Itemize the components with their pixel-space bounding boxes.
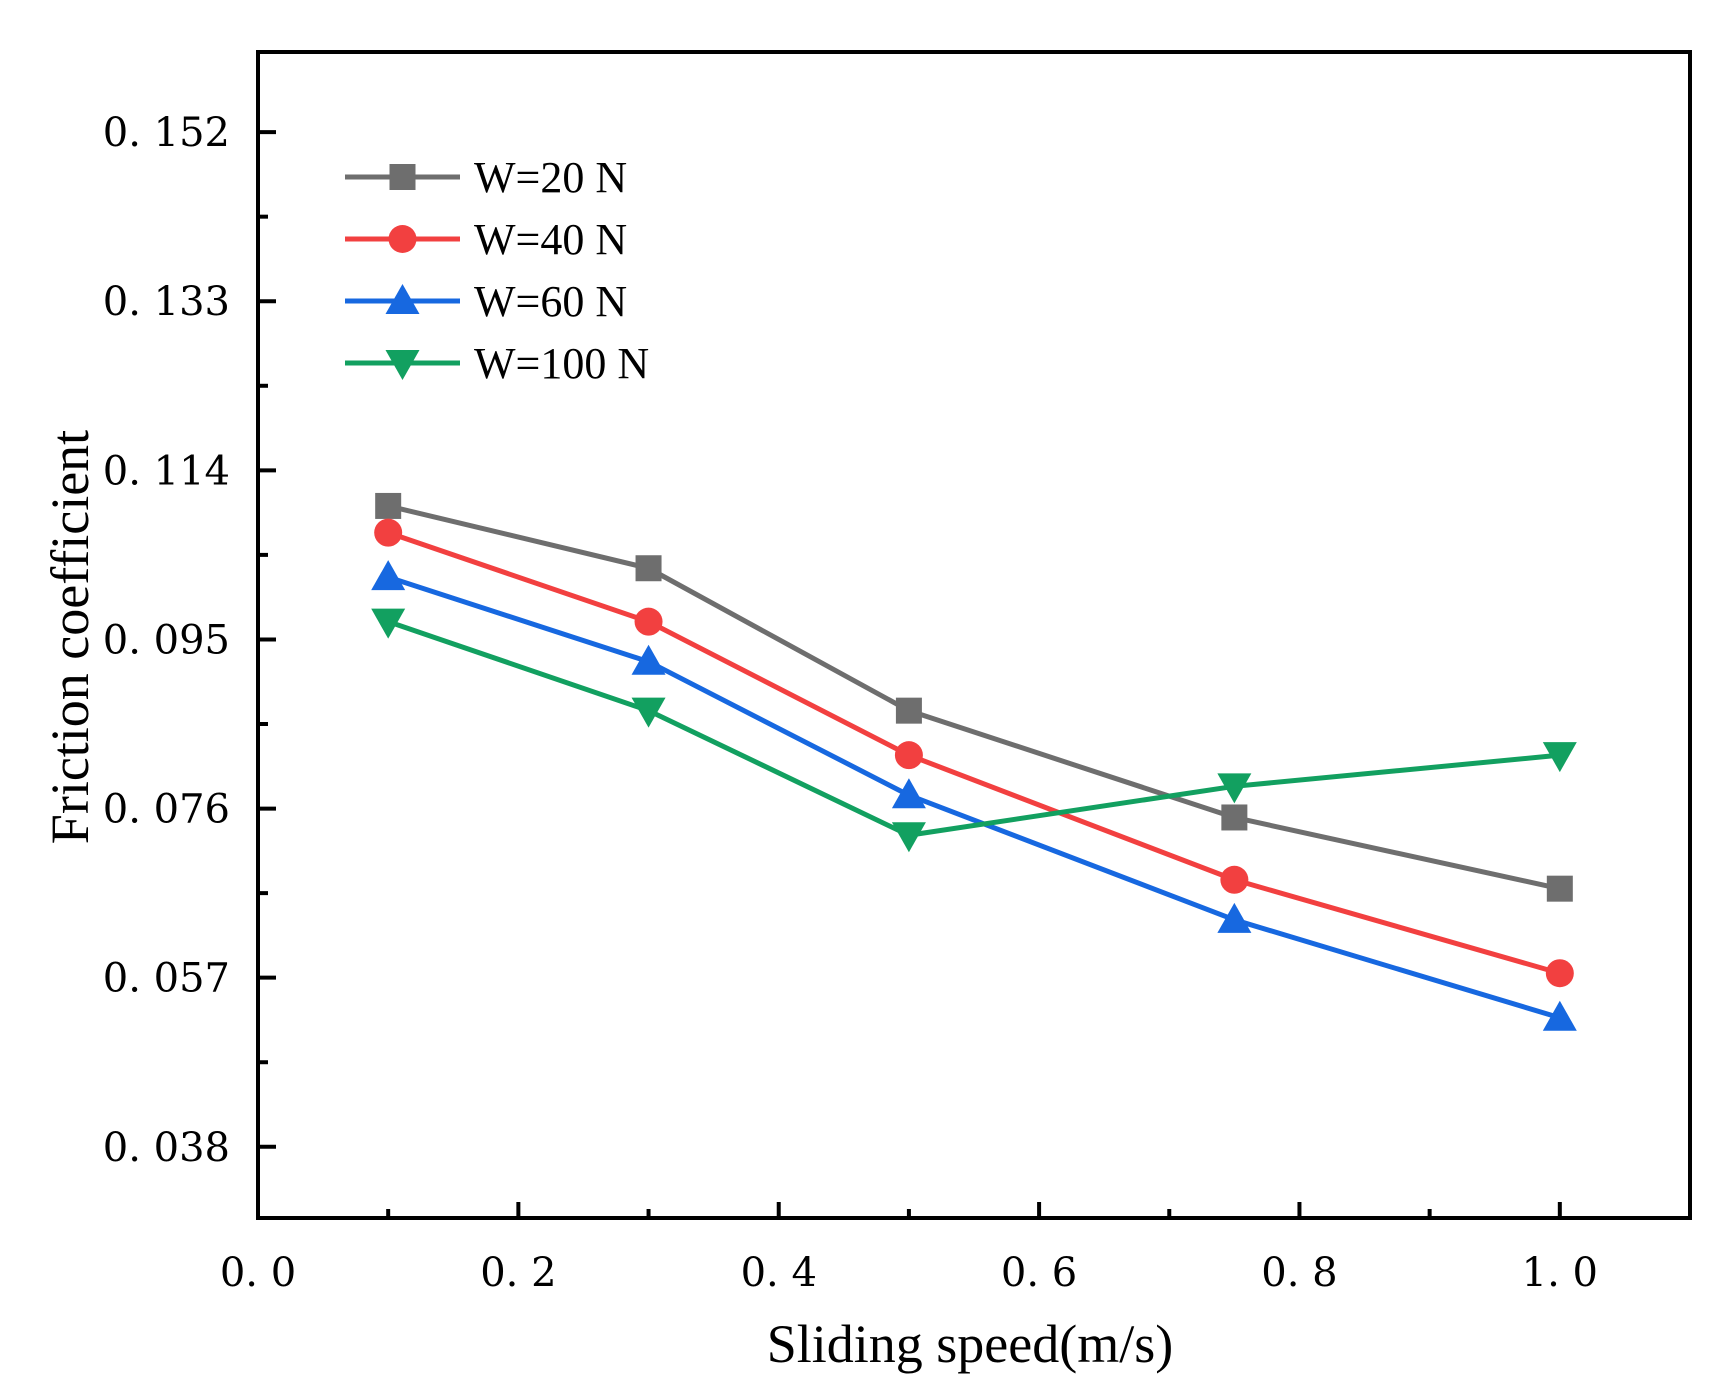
series-line [387,503,1561,892]
series-line [387,619,1561,838]
legend-marker [385,350,420,380]
y-tick-label: 0. 133 [103,279,230,325]
legend-marker [385,284,420,314]
x-tick-label: 1. 0 [1522,1250,1598,1296]
data-point [631,644,666,675]
legend-label: W=40 N [474,215,627,264]
series-2 [374,518,1574,988]
data-point [1546,875,1573,902]
data-point [1542,1000,1577,1031]
legend-entry: W=100 N [345,339,649,388]
data-point [1220,865,1249,894]
data-point [894,741,923,770]
data-point [374,518,403,547]
data-point [1545,959,1574,988]
data-point [891,822,926,853]
x-tick-label: 0. 8 [1261,1250,1337,1296]
legend-label: W=20 N [474,153,627,202]
series-layer [371,492,1577,1031]
data-point [371,608,406,639]
legend-marker [388,225,417,253]
x-axis: 0. 0 0. 2 0. 4 0. 6 0. 8 1. 0 [220,1202,1598,1296]
y-axis-label: Friction coefficient [40,430,100,844]
y-axis: 0. 038 0. 057 0. 076 0. 095 0. 114 0. 133 0. 1… [103,110,276,1171]
series-line [387,574,1561,1021]
legend-entry: W=60 N [345,277,627,326]
data-point [891,778,926,809]
x-tick-label: 0. 2 [480,1250,556,1296]
series-3 [371,560,1577,1031]
y-tick-label: 0. 114 [103,448,230,494]
legend-marker [389,164,416,190]
legend-label: W=100 N [474,339,649,388]
y-tick-label: 0. 152 [103,110,230,156]
y-tick-label: 0. 095 [103,617,230,663]
y-tick-label: 0. 038 [103,1125,230,1171]
data-point [631,697,666,728]
plot-area [256,50,1692,1220]
data-point [634,607,663,636]
data-point [371,560,406,591]
x-axis-label: Sliding speed(m/s) [767,1314,1173,1374]
data-point [895,697,922,724]
y-tick-label: 0. 057 [103,956,230,1002]
legend-entry: W=20 N [345,153,627,202]
data-point [635,555,662,582]
data-point [375,492,402,519]
x-tick-label: 0. 0 [220,1250,296,1296]
plot-frame [256,50,1692,1220]
x-tick-label: 0. 6 [1001,1250,1077,1296]
series-line [387,530,1561,976]
legend-entry: W=40 N [345,215,627,264]
series-4 [371,608,1577,853]
series-1 [375,492,1573,902]
x-tick-label: 0. 4 [741,1250,817,1296]
data-point [1217,902,1252,933]
data-point [1221,804,1248,831]
data-point [1542,742,1577,773]
data-point [1217,773,1252,804]
legend: W=20 N W=40 N W=60 N W=100 N [345,153,649,388]
legend-label: W=60 N [474,277,627,326]
y-tick-label: 0. 076 [103,787,230,833]
